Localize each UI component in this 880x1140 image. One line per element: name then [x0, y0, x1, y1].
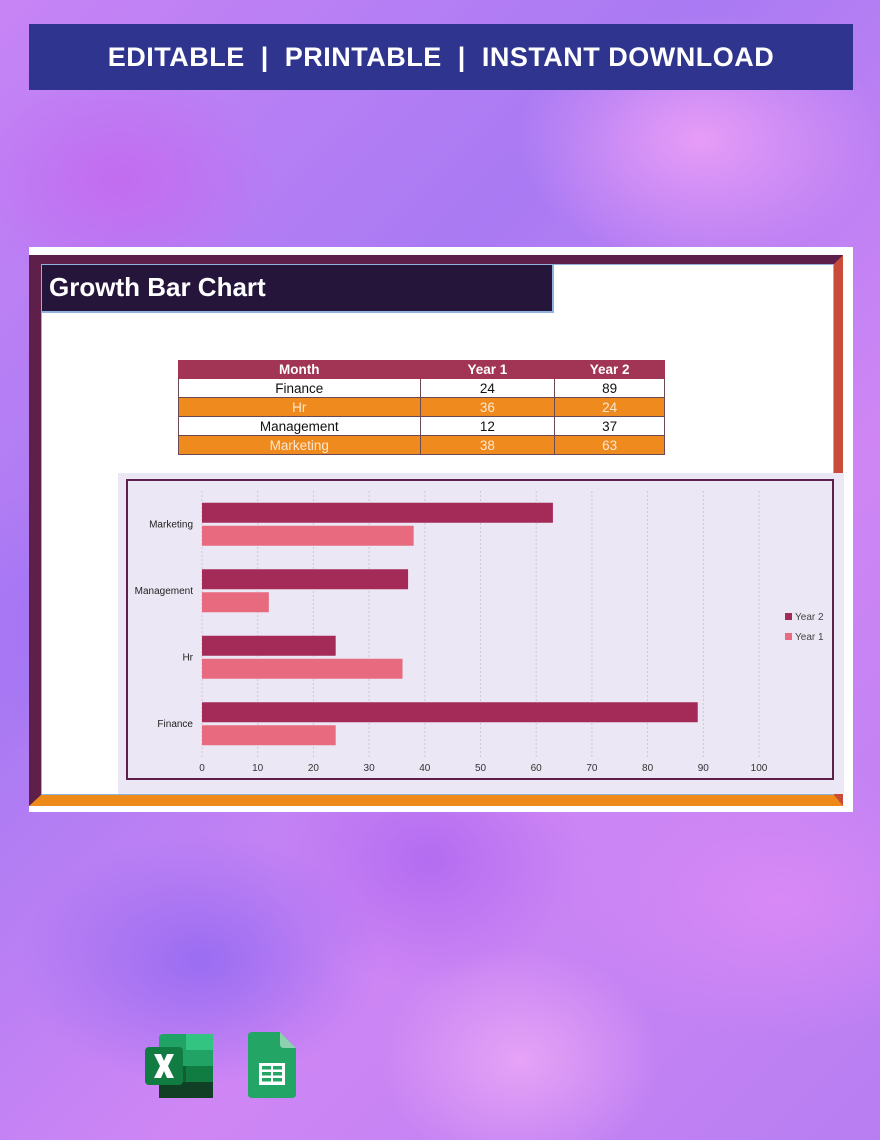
banner-text: EDITABLE | PRINTABLE | INSTANT DOWNLOAD [107, 41, 775, 72]
table-cell: 38 [419, 435, 556, 455]
sheet-title: Growth Bar Chart [42, 265, 554, 313]
banner: EDITABLE | PRINTABLE | INSTANT DOWNLOAD [29, 24, 853, 90]
legend-swatch [785, 613, 792, 620]
excel-icon[interactable] [145, 1034, 215, 1103]
x-tick-label: 90 [698, 763, 710, 774]
table-cell: 37 [554, 416, 665, 436]
table-cell: Management [178, 416, 421, 436]
google-sheets-icon[interactable] [248, 1032, 296, 1103]
bar-year-1-marketing [202, 525, 414, 546]
x-tick-label: 80 [642, 763, 654, 774]
bar-chart: 0 10 20 30 40 50 60 70 80 90 100 Finance Hr Managemen… [135, 491, 824, 774]
y-category-label: Marketing [149, 519, 193, 530]
table-cell: Hr [178, 397, 421, 417]
bar-year-2-marketing [202, 502, 553, 523]
table-cell: 89 [554, 378, 665, 398]
x-tick-label: 0 [199, 763, 205, 774]
table-cell: 24 [419, 378, 556, 398]
chart-box: 0 10 20 30 40 50 60 70 80 90 100 Finance Hr Managemen… [126, 479, 834, 780]
bar-year-1-management [202, 592, 269, 613]
bar-year-1-finance [202, 725, 336, 746]
bar-year-2-finance [202, 702, 698, 723]
legend-label: Year 2 [795, 612, 824, 623]
y-category-label: Hr [182, 652, 193, 663]
column-header-year-1: Year 1 [419, 360, 556, 379]
data-table: Month Year 1 Year 2 Finance 24 89 Hr 36 … [178, 360, 665, 455]
table-cell: 12 [419, 416, 556, 436]
x-tick-label: 100 [751, 763, 768, 774]
table-row: Management 12 37 [178, 416, 665, 436]
table-cell: 24 [554, 397, 665, 417]
bar-year-2-hr [202, 635, 336, 656]
sheet-frame: Growth Bar Chart Month Year 1 Year 2 Fin… [29, 255, 844, 806]
table-row: Finance 24 89 [178, 378, 665, 398]
y-category-label: Management [135, 586, 194, 597]
legend-label: Year 1 [795, 632, 824, 643]
x-tick-label: 10 [252, 763, 264, 774]
chart-area: 0 10 20 30 40 50 60 70 80 90 100 Finance Hr Managemen… [118, 473, 844, 794]
x-tick-label: 60 [531, 763, 543, 774]
table-cell: Marketing [178, 435, 421, 455]
spreadsheet-preview: Growth Bar Chart Month Year 1 Year 2 Fin… [29, 247, 853, 812]
column-header-year-2: Year 2 [554, 360, 665, 379]
x-tick-label: 20 [308, 763, 320, 774]
x-tick-label: 30 [364, 763, 376, 774]
column-header-month: Month [178, 360, 421, 379]
legend-swatch [785, 633, 792, 640]
table-header-row: Month Year 1 Year 2 [178, 360, 665, 379]
table-cell: Finance [178, 378, 421, 398]
x-tick-label: 70 [586, 763, 598, 774]
table-row: Marketing 38 63 [178, 435, 665, 455]
bar-year-2-management [202, 569, 409, 590]
table-cell: 63 [554, 435, 665, 455]
x-tick-label: 40 [419, 763, 431, 774]
y-category-label: Finance [157, 719, 193, 730]
table-row: Hr 36 24 [178, 397, 665, 417]
sheet-canvas: Growth Bar Chart Month Year 1 Year 2 Fin… [41, 264, 844, 795]
bar-year-1-hr [202, 658, 403, 679]
table-cell: 36 [419, 397, 556, 417]
x-tick-label: 50 [475, 763, 487, 774]
